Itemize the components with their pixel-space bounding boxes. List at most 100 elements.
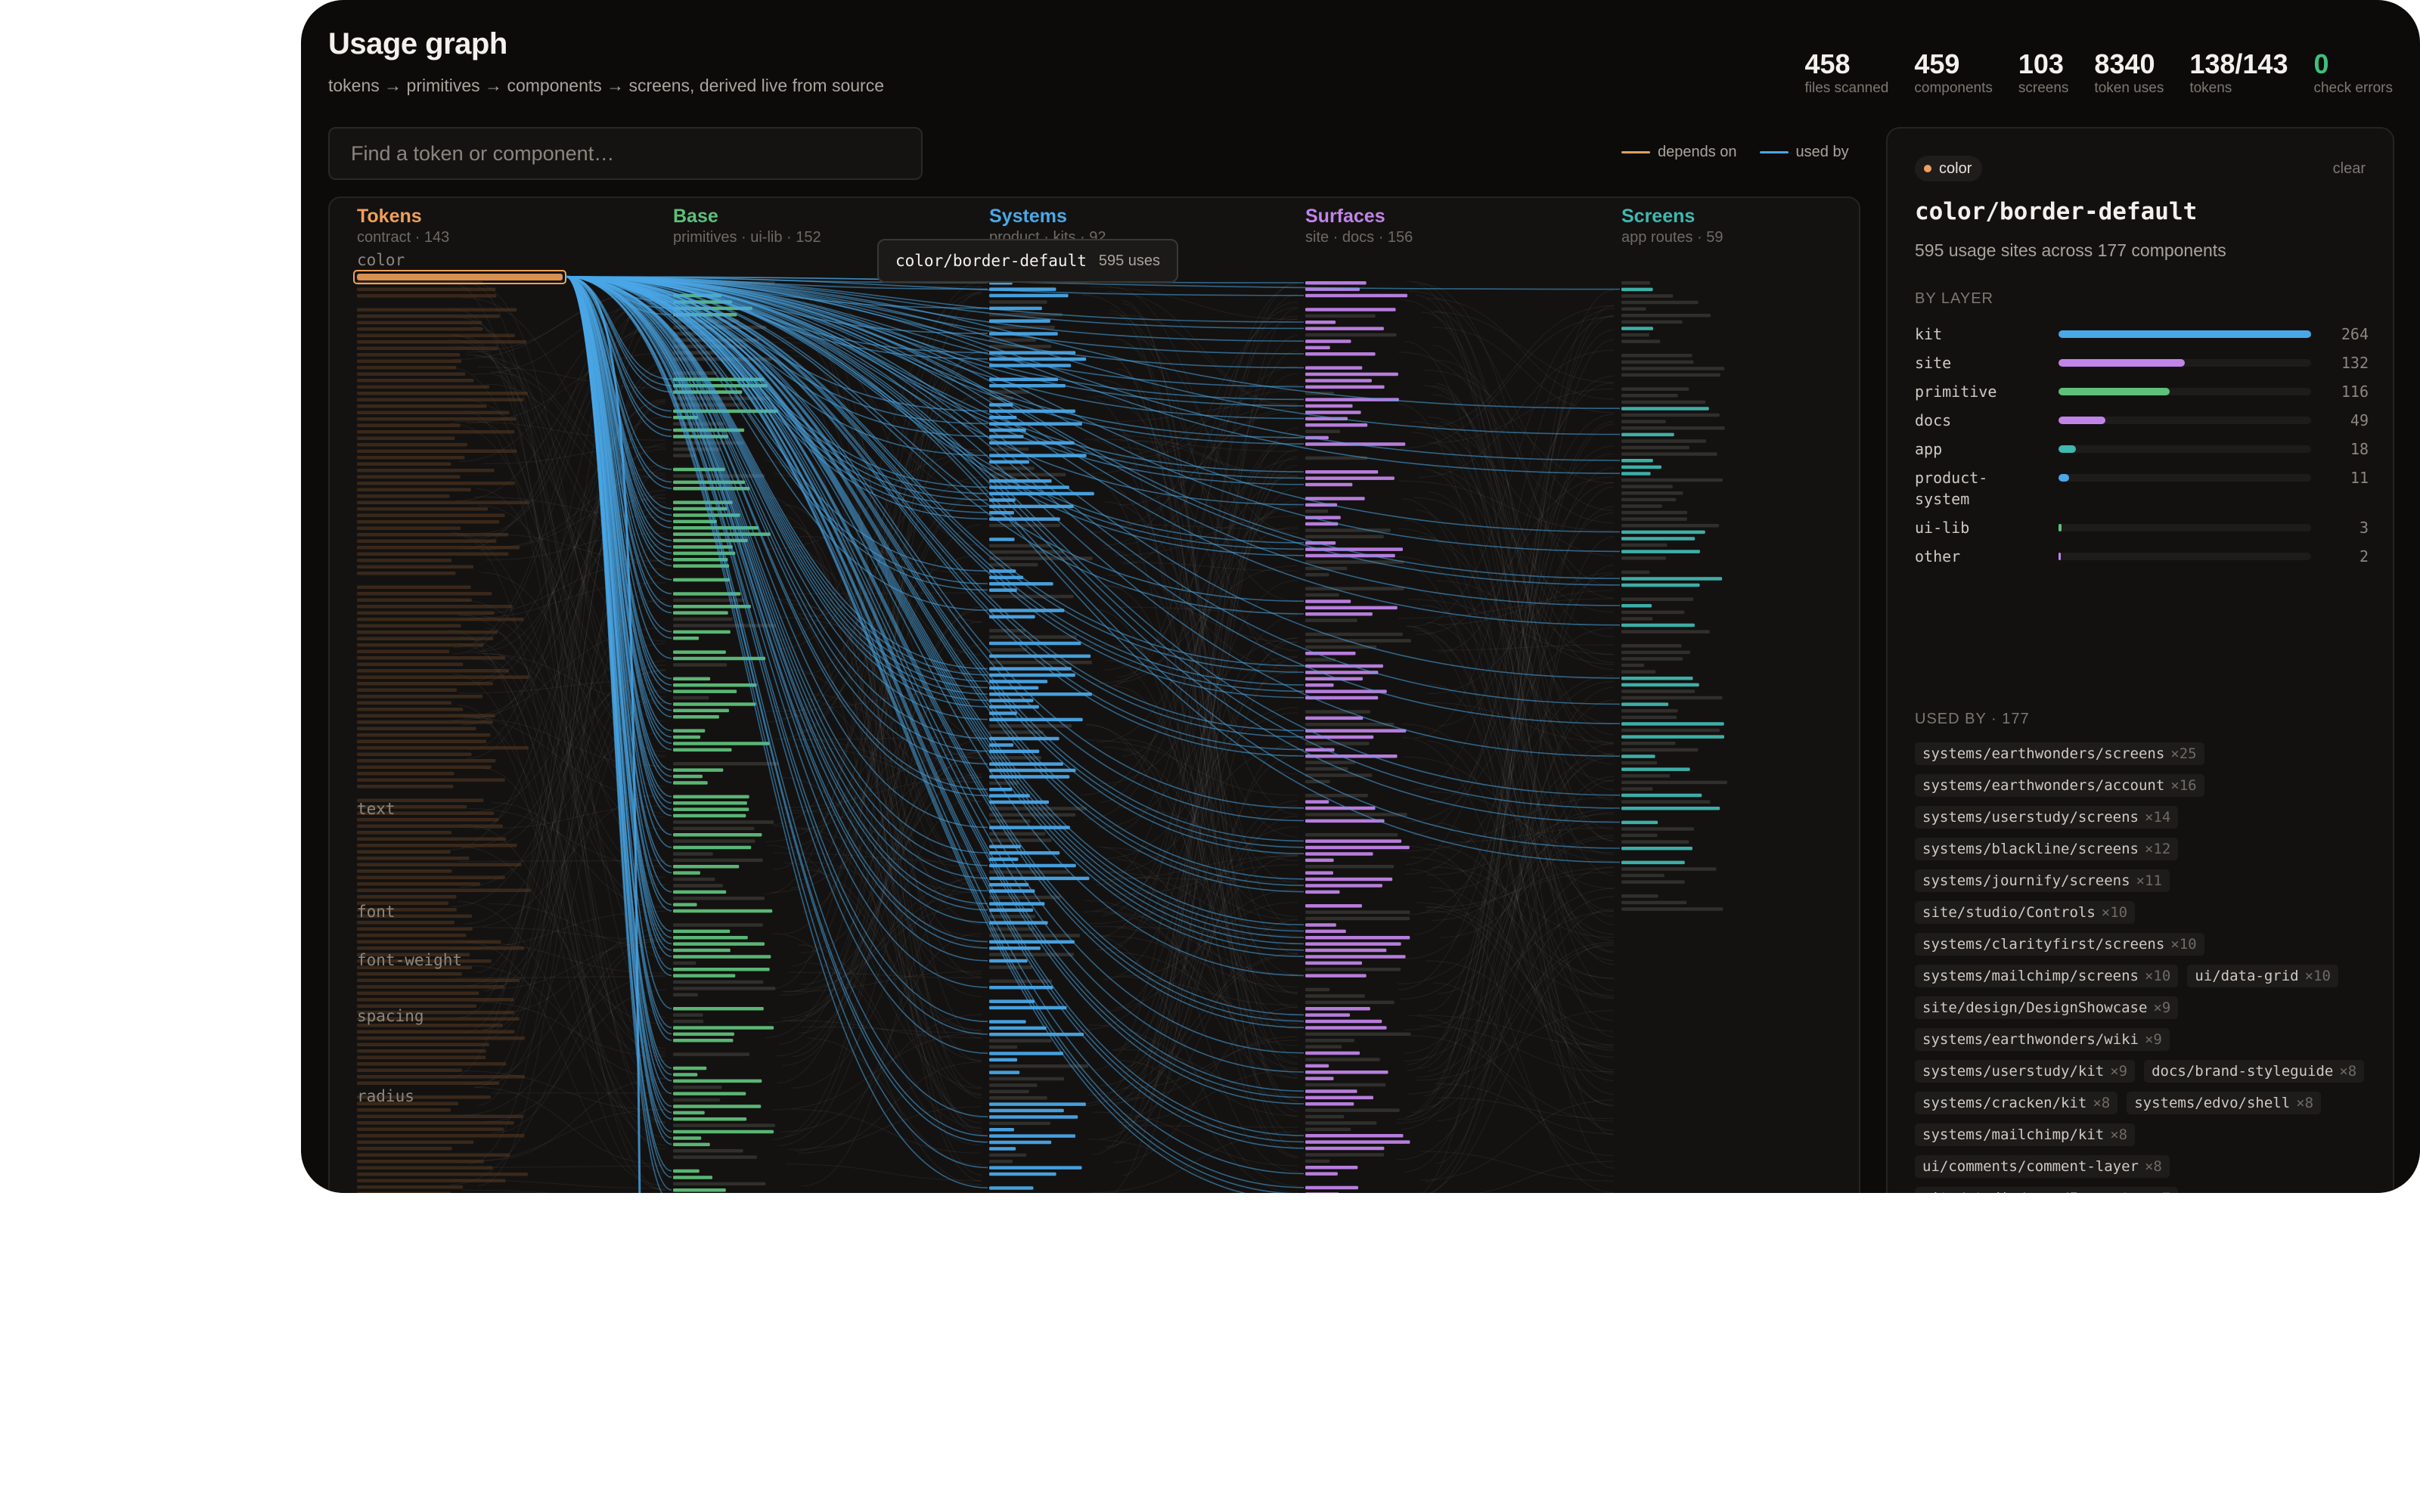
faint-edge [775,754,982,1057]
component-node [1621,432,1674,437]
faint-edge [801,773,982,985]
used-by-chip[interactable]: ui/data-grid ×10 [2187,965,2338,987]
selected-token-node [357,274,563,280]
used-by-chip[interactable]: docs/brand-styleguide ×8 [2144,1060,2365,1083]
token-node [357,921,455,925]
token-node [357,844,517,847]
token-node [357,1140,474,1144]
token-node [357,379,474,383]
component-node [673,871,700,875]
component-node [673,795,749,799]
token-node [357,953,470,956]
component-node [989,293,1069,298]
token-node [357,1004,477,1008]
faint-edge [781,777,982,974]
token-node [357,869,452,873]
search-input[interactable] [328,127,923,180]
token-node [357,513,505,517]
used-by-chip[interactable]: site/studio/Controls ×10 [1915,901,2136,924]
component-node [673,993,698,997]
token-node [357,1055,486,1059]
faint-edge [1099,637,1298,785]
token-node [357,965,472,969]
component-node [673,1013,703,1017]
column-title: Surfaces [1305,206,1385,227]
token-node [357,385,490,389]
layer-name: product- system [1915,469,1988,508]
layer-value: 2 [2359,547,2369,565]
used-by-chip[interactable]: ui/comments/comment-layer ×8 [1915,1155,2170,1178]
faint-edge [783,492,982,934]
component-node [1621,833,1658,838]
faint-edge [1407,466,1615,1065]
token-node [357,598,472,602]
faint-edge [777,514,982,1095]
faint-edge [799,1061,982,1154]
used-by-chip[interactable]: site/studio/case/Inspector ×7 [1915,1187,2179,1193]
token-node [357,469,495,472]
clear-button[interactable]: clear [2332,160,2366,177]
component-node [1305,1192,1339,1193]
component-node [673,1079,762,1083]
component-node [1305,948,1387,953]
faint-edge [464,411,666,1068]
faint-edge [1420,1099,1615,1181]
component-node [1305,723,1395,727]
stat-label: components [1914,80,1993,96]
component-node [1305,1089,1357,1093]
faint-edge [1106,290,1298,406]
token-node [357,436,455,440]
used-by-chip[interactable]: systems/userstudy/kit ×9 [1915,1060,2136,1083]
component-node [1305,321,1336,324]
component-node [1305,767,1348,771]
faint-edge [1083,474,1298,1117]
faint-edge [1408,599,1615,655]
faint-edge [1115,338,1298,928]
component-node [673,909,773,913]
component-node [1305,1070,1388,1074]
component-node [1305,612,1373,616]
faint-edge [1106,301,1298,687]
component-node [1621,387,1689,391]
usage-graph[interactable]: Tokens contract · 143 Base primitives · ui-… [328,197,1860,1193]
layer-value: 18 [2350,440,2369,458]
component-node [1305,974,1367,978]
used-by-chip[interactable]: systems/edvo/shell ×8 [2127,1092,2322,1114]
token-node [357,785,454,789]
used-by-chip[interactable]: systems/blackline/screens ×12 [1915,838,2179,860]
used-by-chip[interactable]: systems/earthwonders/screens ×25 [1915,742,2204,765]
token-node [357,423,461,427]
faint-edge [1408,1015,1615,1157]
used-by-chip[interactable]: systems/journify/screens ×11 [1915,869,2170,892]
component-node [1305,794,1368,798]
component-node [989,1153,1027,1157]
used-by-chip[interactable]: systems/mailchimp/kit ×8 [1915,1123,2136,1146]
token-node [357,526,461,530]
faint-edge [1439,837,1615,938]
used-by-edge [565,276,672,437]
component-node [1305,1095,1373,1100]
component-node [673,558,728,562]
used-by-chip[interactable]: systems/earthwonders/wiki ×9 [1915,1028,2170,1051]
token-node [357,462,451,466]
used-by-chip[interactable]: site/design/DesignShowcase ×9 [1915,996,2179,1019]
component-node [1621,880,1685,884]
component-node [1305,884,1382,888]
component-node [673,968,770,971]
faint-edge [1404,686,1615,1173]
graph-canvas[interactable] [330,198,1860,1193]
component-node [1621,327,1653,330]
faint-edge [462,369,666,1033]
faint-edge [1426,702,1615,743]
used-by-chip[interactable]: systems/mailchimp/screens ×10 [1915,965,2179,987]
used-by-chip[interactable]: systems/cracken/kit ×8 [1915,1092,2118,1114]
component-node [1305,573,1329,577]
component-node [1305,761,1356,764]
used-by-chip[interactable]: systems/clarityfirst/screens ×10 [1915,933,2204,956]
used-by-chip[interactable]: systems/earthwonders/account ×16 [1915,774,2204,797]
component-node [673,551,736,556]
used-by-chip[interactable]: systems/userstudy/screens ×14 [1915,806,2179,829]
component-node [673,929,731,934]
component-node [1621,400,1706,404]
faint-edge [473,507,666,716]
